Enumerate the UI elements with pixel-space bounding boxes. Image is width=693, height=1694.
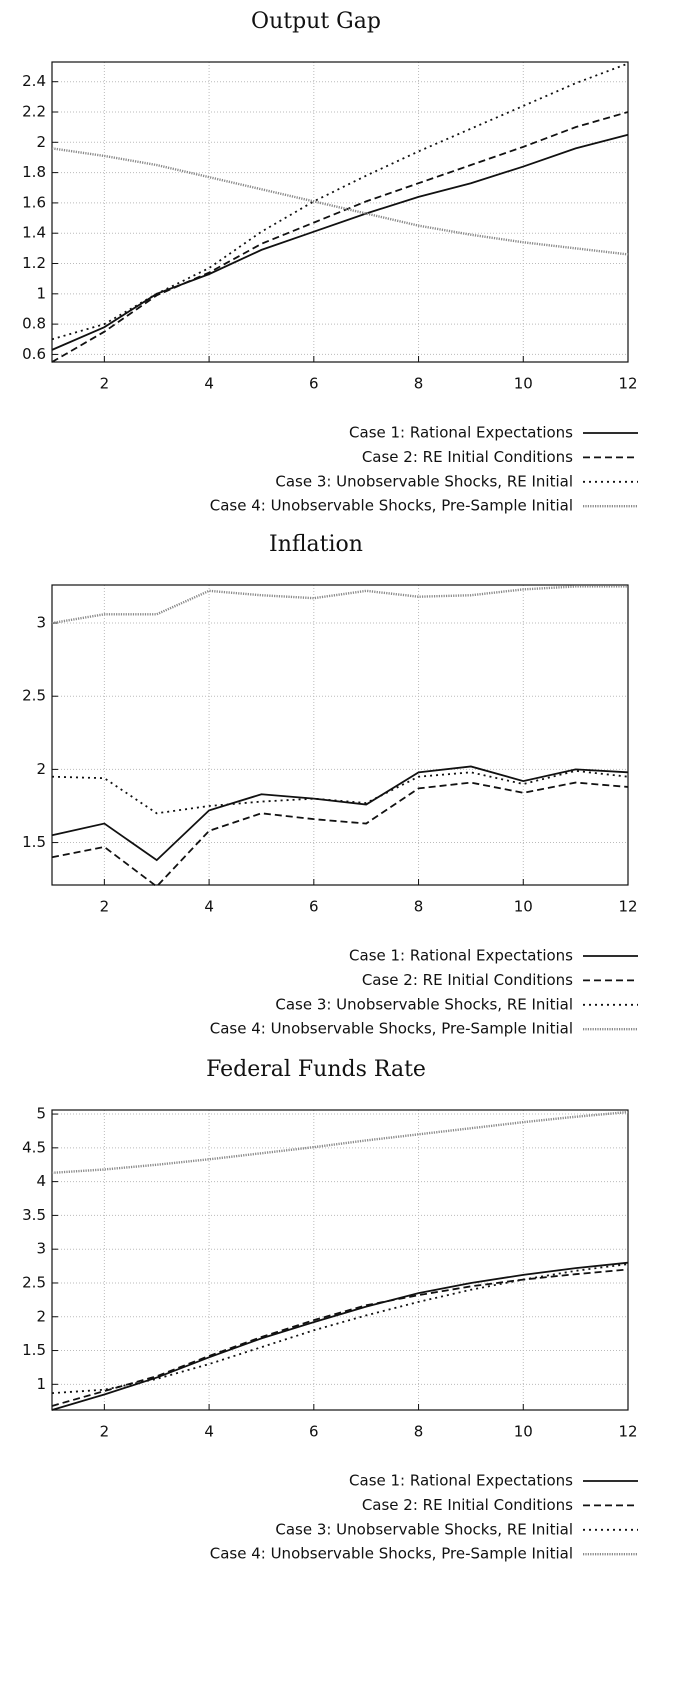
plot-frame	[51, 1109, 629, 1411]
chart-title: Federal Funds Rate	[206, 1057, 426, 1082]
series-line	[51, 1261, 629, 1411]
x-tick-label: 10	[514, 375, 533, 393]
series-line	[51, 147, 629, 256]
legend-label: Case 3: Unobservable Shocks, RE Initial	[275, 472, 573, 490]
x-tick-label: 2	[100, 375, 110, 393]
x-tick-label: 10	[514, 1423, 533, 1441]
y-tick-label: 2.4	[22, 72, 46, 90]
y-tick-label: 2.5	[22, 1273, 46, 1291]
plot-frame	[51, 584, 629, 886]
legend-label: Case 4: Unobservable Shocks, Pre-Sample …	[210, 1020, 573, 1038]
series-line	[51, 765, 629, 862]
x-tick-label: 2	[100, 898, 110, 916]
y-tick-label: 3.5	[22, 1206, 46, 1224]
y-tick-label: 1.4	[22, 224, 46, 242]
series-line	[51, 1110, 629, 1175]
series-line	[51, 1268, 629, 1407]
series-line	[51, 133, 629, 351]
y-tick-label: 4.5	[22, 1138, 46, 1156]
y-tick-label: 1.5	[22, 1341, 46, 1359]
series-line	[51, 781, 629, 888]
x-tick-label: 8	[414, 898, 424, 916]
series-line	[51, 585, 628, 625]
series-line	[51, 62, 629, 341]
plot-frame	[51, 61, 629, 363]
legend-label: Case 3: Unobservable Shocks, RE Initial	[275, 995, 573, 1013]
y-tick-label: 3	[36, 614, 46, 632]
legend-label: Case 1: Rational Expectations	[349, 947, 573, 965]
y-tick-label: 0.6	[22, 345, 46, 363]
y-tick-label: 0.8	[22, 315, 46, 333]
x-tick-label: 4	[204, 375, 214, 393]
x-tick-label: 12	[618, 375, 637, 393]
x-tick-label: 8	[414, 1423, 424, 1441]
legend-label: Case 4: Unobservable Shocks, Pre-Sample …	[210, 1545, 573, 1563]
x-tick-label: 10	[514, 898, 533, 916]
y-tick-label: 1.8	[22, 163, 46, 181]
y-tick-label: 2.5	[22, 687, 46, 705]
x-tick-label: 6	[309, 1423, 319, 1441]
x-tick-label: 8	[414, 375, 424, 393]
series-line	[51, 1263, 629, 1395]
legend-label: Case 1: Rational Expectations	[349, 1472, 573, 1490]
chart-title: Inflation	[269, 532, 363, 557]
x-tick-label: 12	[618, 1423, 637, 1441]
y-tick-label: 2	[36, 760, 46, 778]
legend-label: Case 4: Unobservable Shocks, Pre-Sample …	[210, 497, 573, 515]
y-tick-label: 1.6	[22, 193, 46, 211]
y-tick-label: 2	[36, 133, 46, 151]
x-tick-label: 6	[309, 375, 319, 393]
x-tick-label: 2	[100, 1423, 110, 1441]
series-line	[51, 111, 629, 363]
x-tick-label: 6	[309, 898, 319, 916]
legend-label: Case 3: Unobservable Shocks, RE Initial	[275, 1520, 573, 1538]
y-tick-label: 1	[36, 1375, 46, 1393]
legend-label: Case 2: RE Initial Conditions	[362, 1496, 573, 1514]
y-tick-label: 1	[36, 284, 46, 302]
x-tick-label: 12	[618, 898, 637, 916]
chart-title: Output Gap	[251, 9, 381, 34]
legend-label: Case 2: RE Initial Conditions	[362, 971, 573, 989]
y-tick-label: 1.2	[22, 254, 46, 272]
series-line	[51, 769, 629, 815]
legend-label: Case 2: RE Initial Conditions	[362, 448, 573, 466]
y-tick-label: 3	[36, 1240, 46, 1258]
legend-label: Case 1: Rational Expectations	[349, 424, 573, 442]
y-tick-label: 2	[36, 1307, 46, 1325]
y-tick-label: 4	[36, 1172, 46, 1190]
y-tick-label: 2.2	[22, 103, 46, 121]
x-tick-label: 4	[204, 898, 214, 916]
y-tick-label: 1.5	[22, 833, 46, 851]
y-tick-label: 5	[36, 1105, 46, 1123]
x-tick-label: 4	[204, 1423, 214, 1441]
